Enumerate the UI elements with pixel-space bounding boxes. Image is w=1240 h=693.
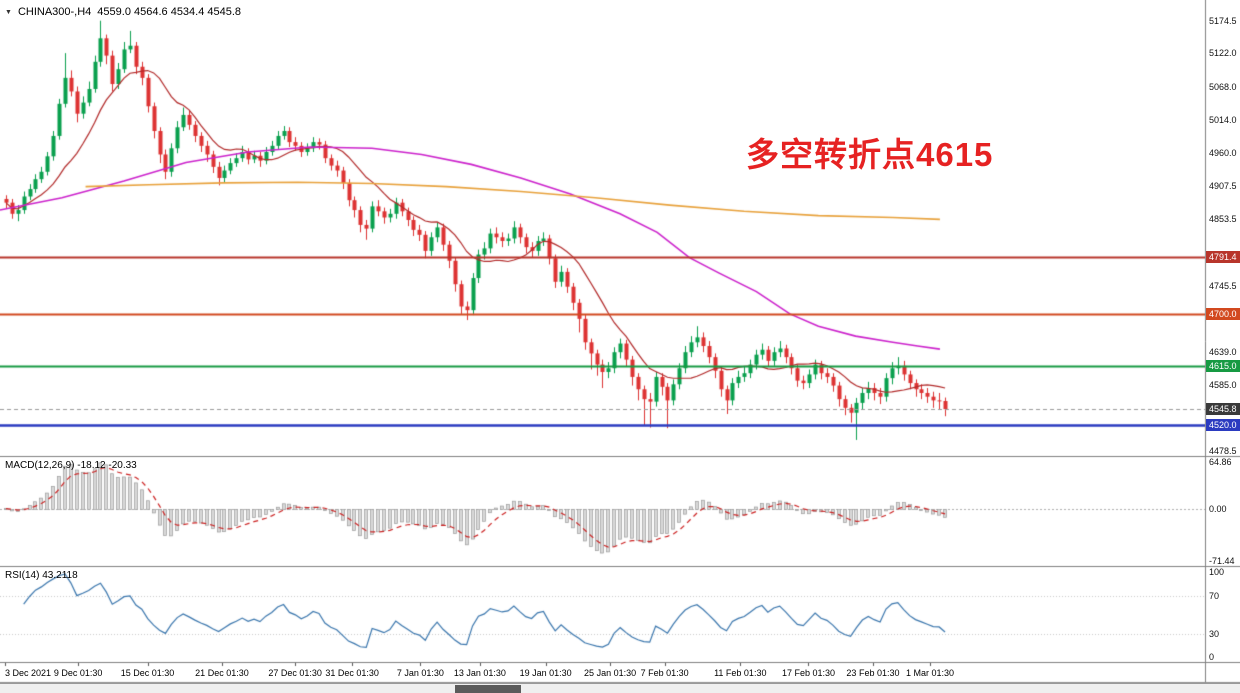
price-axis-tick: 5122.0	[1209, 48, 1237, 59]
price-axis-tick: 4907.5	[1209, 180, 1237, 191]
time-axis-label: 17 Feb 01:30	[781, 668, 835, 678]
time-axis-label: 3 Dec 2021	[4, 668, 51, 678]
price-level-tag[interactable]: 4700.0	[1206, 307, 1240, 320]
time-axis-label: 11 Feb 01:30	[714, 668, 767, 678]
chart-title-bar: ▼ CHINA300-,H4 4559.0 4564.6 4534.4 4545…	[5, 6, 241, 18]
macd-axis[interactable]: 64.86 0.00 -71.44	[1205, 457, 1240, 566]
rsi-axis[interactable]: 100 70 30 0	[1205, 567, 1240, 662]
annotation-text: 多空转折点4615	[746, 136, 994, 173]
time-axis-label: 25 Jan 01:30	[584, 668, 637, 678]
macd-axis-tick: 64.86	[1209, 457, 1232, 467]
time-axis-label: 19 Jan 01:30	[519, 668, 572, 678]
time-axis-label: 7 Jan 01:30	[396, 668, 444, 678]
time-axis-label: 7 Feb 01:30	[640, 668, 689, 678]
time-axis-label: 27 Dec 01:30	[268, 668, 322, 678]
time-axis-label: 1 Mar 01:30	[905, 668, 955, 678]
price-axis-tick: 4853.5	[1209, 214, 1237, 225]
macd-axis-tick: 0.00	[1209, 503, 1227, 514]
scrollbar-thumb[interactable]	[455, 685, 521, 693]
price-axis[interactable]: 5174.5 5122.0 5068.0 5014.0 4960.0 4907.5 4853…	[1205, 0, 1240, 456]
price-level-tag[interactable]: 4791.4	[1206, 251, 1240, 264]
price-level-tag[interactable]: 4615.0	[1206, 360, 1240, 373]
rsi-axis-tick: 30	[1209, 628, 1220, 639]
price-axis-tick: 5174.5	[1209, 15, 1237, 26]
time-axis-label: 13 Jan 01:30	[453, 668, 506, 678]
time-axis-label: 15 Dec 01:30	[120, 668, 175, 678]
rsi-axis-tick: 100	[1209, 567, 1225, 577]
price-level-tag[interactable]: 4520.0	[1206, 419, 1240, 432]
price-axis-tick: 4585.0	[1209, 379, 1237, 390]
time-axis-label: 23 Feb 01:30	[846, 668, 900, 678]
time-axis-label: 21 Dec 01:30	[195, 668, 249, 678]
price-axis-tick: 4478.5	[1209, 445, 1237, 456]
price-axis-tick: 5068.0	[1209, 81, 1237, 92]
rsi-axis-tick: 70	[1209, 590, 1220, 601]
time-axis-label: 31 Dec 01:30	[325, 668, 379, 678]
ohlc-readout: 4559.0 4564.6 4534.4 4545.8	[97, 6, 242, 18]
macd-axis-tick: -71.44	[1209, 556, 1235, 566]
price-axis-tick: 4745.5	[1209, 280, 1237, 291]
price-axis-tick: 4960.0	[1209, 148, 1237, 159]
current-price-tag: 4545.8	[1206, 403, 1240, 416]
price-axis-tick: 4639.0	[1209, 346, 1237, 357]
symbol-period-label: CHINA300-,H4	[17, 6, 92, 18]
price-axis-tick: 5014.0	[1209, 114, 1237, 125]
time-axis-label: 9 Dec 01:30	[53, 668, 103, 678]
collapse-icon[interactable]: ▼	[5, 8, 12, 16]
horizontal-scrollbar[interactable]	[0, 683, 1240, 693]
time-axis[interactable]: 3 Dec 2021 9 Dec 01:30 15 Dec 01:30 21 Dec …	[0, 666, 1205, 681]
rsi-axis-tick: 0	[1209, 652, 1215, 662]
rsi-indicator-label: RSI(14) 43.2118	[5, 570, 78, 581]
macd-indicator-label: MACD(12,26,9) -18.12 -20.33	[5, 460, 137, 471]
